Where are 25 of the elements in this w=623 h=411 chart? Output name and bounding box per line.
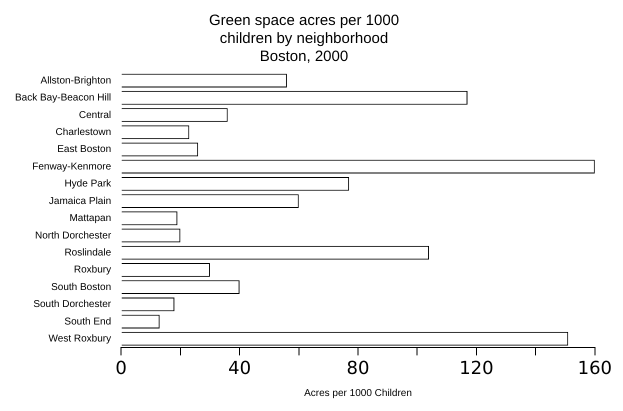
y-tick-label: Hyde Park xyxy=(64,178,112,190)
y-tick-label: Allston-Brighton xyxy=(40,75,112,86)
text: Green space acres per 1000 xyxy=(208,12,400,30)
text: Boston, 2000 xyxy=(260,48,348,66)
text: children by neighborhood xyxy=(220,30,388,48)
y-tick-label: West Roxbury xyxy=(48,334,112,345)
y-tick-label: Back Bay-Beacon Hill xyxy=(14,92,112,104)
x-axis-title: Acres per 1000 Children xyxy=(304,388,412,399)
y-tick-label: Central xyxy=(78,110,112,121)
y-tick-label: Charlestown xyxy=(56,126,112,138)
x-tick-label: 160 xyxy=(578,358,612,379)
y-tick-label: Roxbury xyxy=(74,264,112,276)
y-tick-label: East Boston xyxy=(57,144,112,156)
y-tick-label: North Dorchester xyxy=(35,230,112,242)
y-tick-label: Jamaica Plain xyxy=(48,196,112,207)
x-tick-label: 40 xyxy=(228,358,252,379)
y-tick-label: Mattapan xyxy=(69,213,112,224)
y-tick-label: South End xyxy=(64,316,112,328)
y-tick-label: South Boston xyxy=(51,282,112,293)
x-tick-label: 120 xyxy=(459,358,494,379)
y-tick-label: South Dorchester xyxy=(33,299,112,310)
y-tick-label: Fenway-Kenmore xyxy=(32,161,112,172)
x-tick-label: 80 xyxy=(346,358,370,379)
y-tick-label: Roslindale xyxy=(64,247,112,258)
x-tick-label: 0 xyxy=(115,358,127,379)
